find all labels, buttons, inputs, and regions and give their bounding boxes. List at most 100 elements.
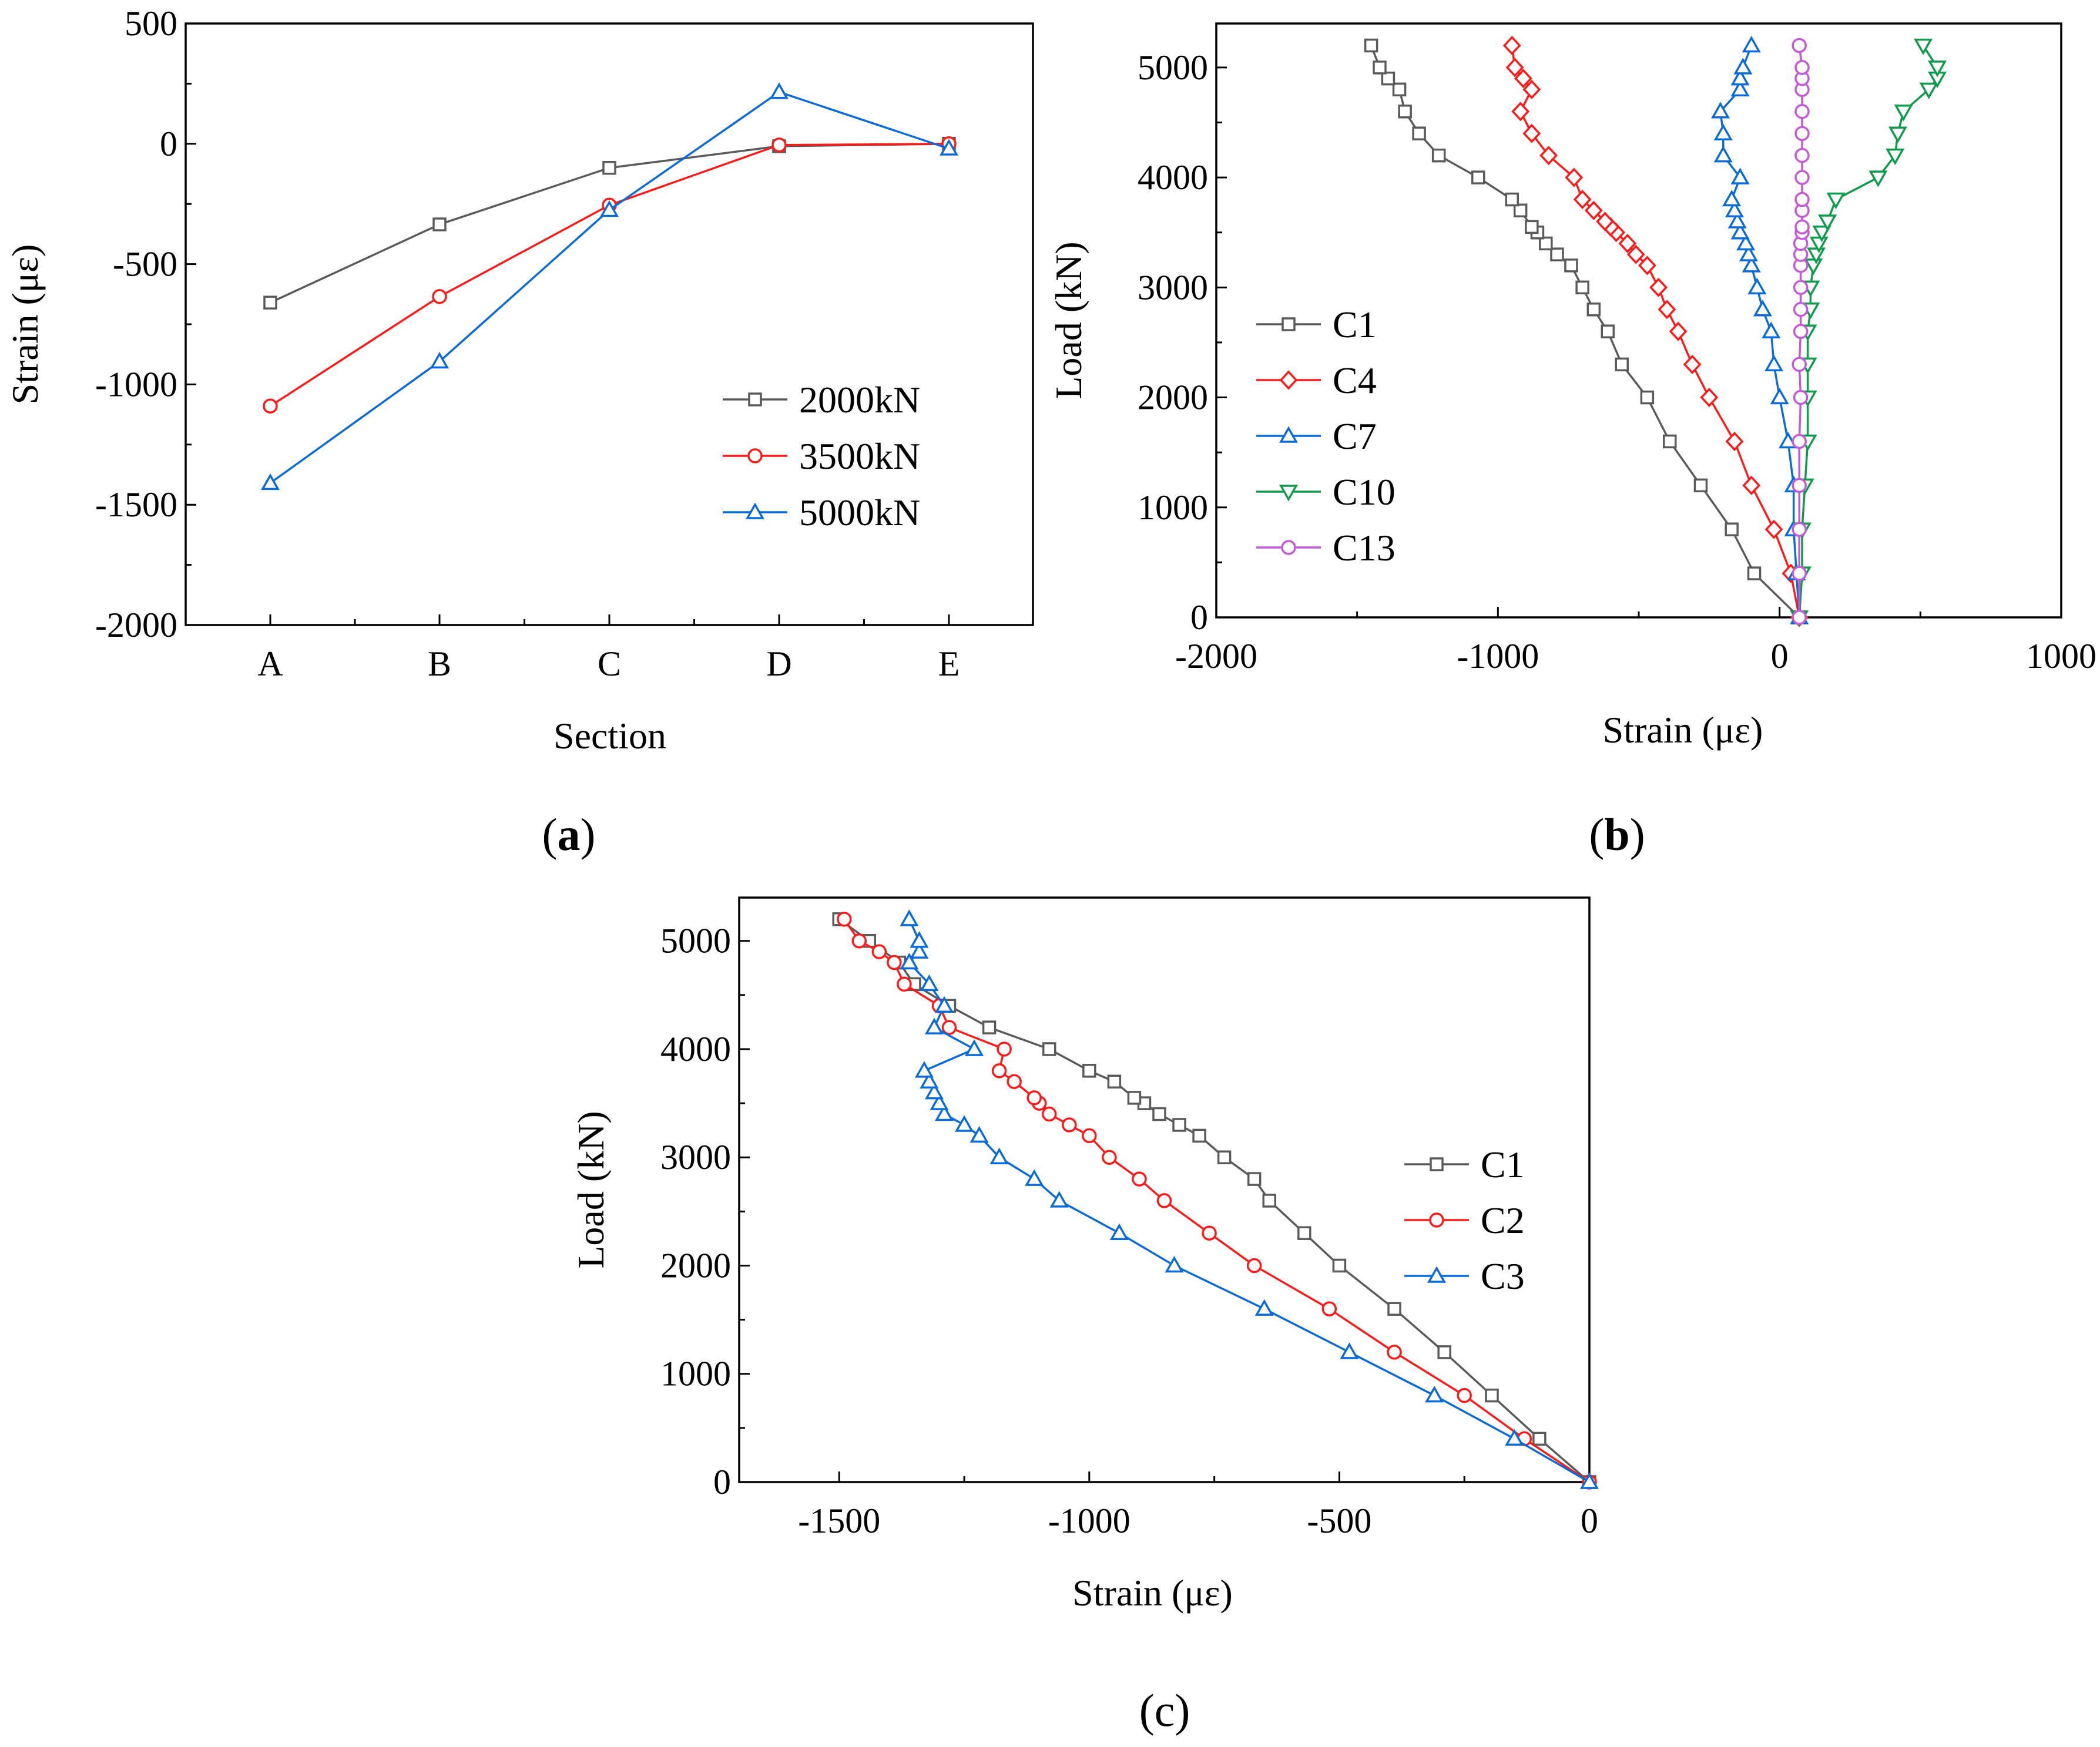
data-point-c-C2-16: [991, 1063, 1007, 1079]
data-point-c-C2-4: [1321, 1301, 1337, 1316]
y-tick-label-b-5000: 5000: [1138, 48, 1208, 87]
x-tick-label-c--1000: -1000: [1048, 1501, 1130, 1540]
data-point-b-C4-6: [1683, 354, 1702, 374]
data-point-b-C7-5: [1770, 387, 1789, 405]
data-point-b-C1-2: [1725, 522, 1739, 536]
x-tick-label-c--1500: -1500: [798, 1501, 880, 1540]
legend-label-c-C1: C1: [1481, 1144, 1525, 1185]
panel-b: 0 1000 2000 3000 4000 5000 -2000 -1000 0 1000 Stra…: [1048, 22, 2096, 751]
data-point-b-C1-1: [1747, 566, 1762, 580]
data-point-b-C4-17: [1573, 189, 1592, 210]
y-tick-label-c-2000: 2000: [660, 1246, 731, 1285]
data-point-a-2000kN-C: [602, 161, 616, 175]
data-point-c-C1-14: [1127, 1091, 1142, 1105]
data-point-a-3500kN-D: [771, 137, 787, 153]
y-tick-label-a--2000: -2000: [95, 606, 177, 644]
data-point-c-C3-3: [1340, 1342, 1359, 1359]
data-point-c-C2-10: [1082, 1128, 1097, 1144]
data-point-b-C13-0: [1792, 610, 1807, 625]
data-point-c-C1-8: [1247, 1172, 1262, 1186]
panel-label-b: (b): [1589, 809, 1645, 860]
data-point-b-C1-18: [1431, 148, 1446, 163]
data-point-c-C3-20: [920, 974, 939, 992]
legend-label-a-3500kN: 3500kN: [799, 435, 920, 477]
y-tick-label-c-1000: 1000: [660, 1355, 731, 1393]
data-point-b-C4-24: [1505, 58, 1524, 78]
data-point-b-C4-16: [1584, 200, 1603, 220]
legend-label-b-C10: C10: [1333, 471, 1395, 513]
data-point-c-C3-23: [910, 931, 929, 948]
data-point-b-C4-23: [1514, 69, 1532, 89]
data-point-b-C7-10: [1742, 256, 1761, 273]
data-point-b-C13-23: [1794, 60, 1810, 75]
data-point-b-C7-9: [1747, 277, 1767, 295]
data-point-b-C4-5: [1700, 387, 1719, 408]
data-point-c-C3-13: [930, 1093, 949, 1110]
data-point-c-C2-8: [1132, 1171, 1147, 1187]
data-point-a-2000kN-A: [263, 295, 277, 310]
data-point-b-C4-7: [1669, 321, 1688, 341]
data-point-b-C13-5: [1793, 389, 1809, 405]
data-point-c-C3-6: [1109, 1223, 1129, 1240]
data-point-b-C1-8: [1586, 303, 1601, 317]
x-tick-label-c--500: -500: [1307, 1501, 1371, 1540]
data-point-c-C2-7: [1156, 1193, 1172, 1208]
data-point-b-C1-4: [1662, 434, 1677, 449]
data-point-b-C7-4: [1779, 431, 1798, 449]
data-point-c-C2-3: [1387, 1345, 1402, 1360]
data-point-b-C10-14: [1818, 214, 1837, 231]
x-tick-label-a-C: C: [598, 644, 621, 683]
data-point-b-C1-9: [1575, 280, 1589, 295]
data-point-b-C10-13: [1812, 225, 1831, 243]
x-tick-label-a-D: D: [766, 644, 791, 683]
data-point-b-C7-14: [1727, 211, 1747, 229]
data-point-b-C4-2: [1764, 519, 1783, 539]
data-point-b-C4-12: [1618, 233, 1637, 254]
data-point-b-C1-14: [1525, 220, 1539, 234]
legend-marker-a-2000kN: [748, 392, 762, 406]
data-point-b-C13-6: [1792, 357, 1807, 372]
legend-label-c-C2: C2: [1481, 1200, 1525, 1241]
data-point-b-C4-15: [1596, 211, 1614, 231]
data-point-c-C1-4: [1387, 1302, 1401, 1316]
data-point-b-C1-15: [1513, 203, 1528, 218]
data-point-b-C7-24: [1742, 35, 1761, 53]
data-point-b-C13-17: [1794, 170, 1810, 185]
data-point-b-C4-25: [1502, 35, 1521, 56]
data-point-b-C13-1: [1792, 566, 1807, 581]
data-point-b-C7-21: [1730, 79, 1750, 97]
data-point-b-C7-19: [1713, 123, 1733, 140]
data-point-c-C3-24: [900, 909, 919, 926]
data-point-b-C1-10: [1564, 258, 1578, 273]
data-point-c-C1-6: [1297, 1226, 1311, 1240]
legend-label-a-5000kN: 5000kN: [799, 492, 920, 533]
y-tick-label-a-0: 0: [160, 125, 177, 163]
data-point-c-C1-10: [1192, 1128, 1206, 1143]
data-point-c-C3-2: [1425, 1386, 1444, 1403]
x-axis-label-c: Strain (με): [1072, 1572, 1233, 1614]
data-point-b-C4-11: [1626, 244, 1645, 264]
data-point-c-C3-12: [934, 1104, 954, 1121]
y-tick-label-b-0: 0: [1190, 598, 1208, 637]
data-point-c-C3-16: [914, 1061, 934, 1078]
data-point-b-C4-21: [1511, 102, 1530, 122]
legend-marker-b-C10: [1279, 485, 1298, 502]
data-point-b-C13-16: [1794, 192, 1810, 207]
data-point-b-C10-15: [1826, 192, 1846, 210]
data-point-b-C7-20: [1711, 102, 1730, 119]
x-axis-label-b: Strain (με): [1603, 709, 1763, 751]
data-point-b-C1-23: [1373, 61, 1387, 75]
data-point-c-C2-22: [871, 944, 887, 959]
data-point-c-C2-24: [836, 912, 852, 927]
y-tick-label-b-2000: 2000: [1138, 378, 1208, 417]
x-tick-label-a-A: A: [257, 644, 283, 683]
data-point-c-C2-15: [1007, 1074, 1022, 1089]
legend-marker-b-C13: [1281, 540, 1296, 555]
data-point-c-C3-15: [920, 1071, 939, 1088]
data-point-b-C13-3: [1792, 478, 1807, 493]
data-point-b-C10-20: [1919, 82, 1938, 99]
data-point-c-C1-5: [1332, 1258, 1347, 1273]
series-line-a-3500kN: [270, 143, 950, 407]
y-tick-label-c-5000: 5000: [660, 922, 731, 960]
y-tick-label-b-1000: 1000: [1138, 488, 1208, 527]
